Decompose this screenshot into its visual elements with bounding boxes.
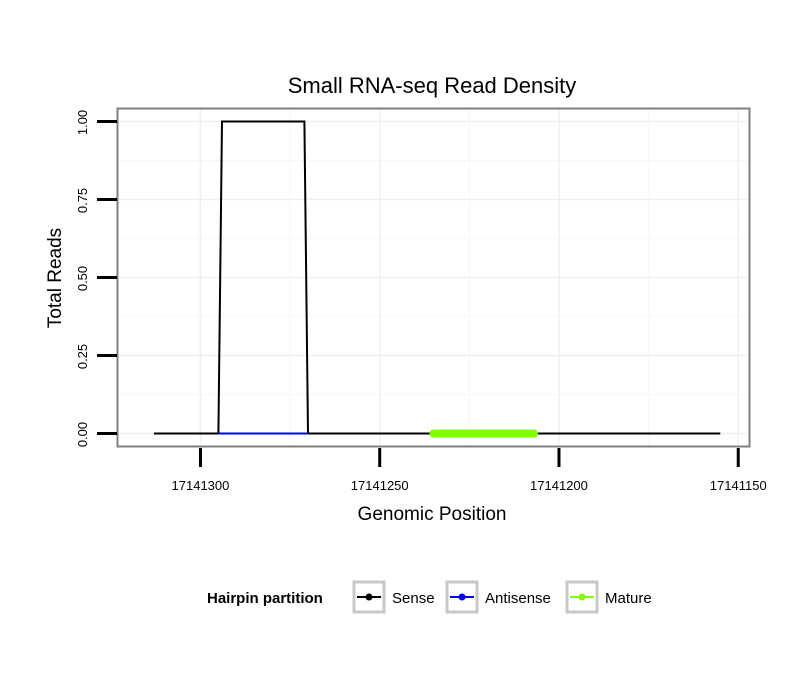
y-tick-label: 0.00	[75, 422, 90, 447]
legend-item-sense: Sense	[352, 580, 435, 614]
y-tick-label: 0.50	[75, 266, 90, 291]
y-axis-title: Total Reads	[45, 228, 66, 328]
legend-label: Antisense	[485, 590, 551, 607]
y-tick-label: 1.00	[75, 110, 90, 135]
x-axis-title: Genomic Position	[358, 504, 507, 525]
y-tick-label: 0.25	[75, 344, 90, 369]
y-axis: 0.00 0.25 0.50 0.75 1.00	[75, 110, 117, 447]
gridlines	[118, 109, 749, 446]
legend-key-point	[458, 593, 466, 601]
legend-item-antisense: Antisense	[445, 580, 551, 614]
y-tick-label: 0.75	[75, 188, 90, 213]
legend-key-point	[365, 593, 373, 601]
x-tick-label: 17141250	[351, 478, 409, 493]
legend-label: Sense	[392, 590, 435, 607]
legend-key	[565, 580, 599, 614]
legend: Hairpin partition Sense Antisense Mature	[207, 580, 652, 614]
x-tick-label: 17141300	[172, 478, 230, 493]
x-axis: 17141300 17141250 17141200 17141150	[172, 448, 767, 493]
x-tick-label: 17141200	[530, 478, 588, 493]
legend-title: Hairpin partition	[207, 590, 323, 607]
legend-label: Mature	[605, 590, 652, 607]
chart-title: Small RNA-seq Read Density	[288, 73, 577, 98]
plot-panel-border	[116, 107, 751, 448]
legend-item-mature: Mature	[565, 580, 652, 614]
x-tick-label: 17141150	[710, 478, 767, 493]
series-line-sense	[153, 120, 721, 435]
series-layer	[153, 120, 721, 438]
legend-key-point	[578, 593, 586, 601]
